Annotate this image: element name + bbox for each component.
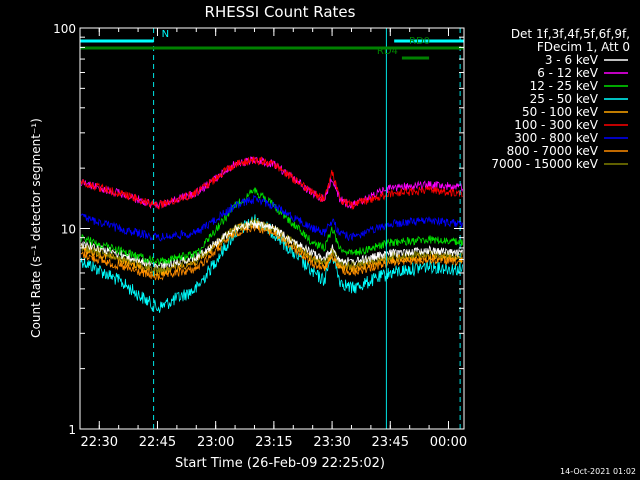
plot-area — [80, 156, 463, 313]
x-tick-label: 00:00 — [430, 435, 467, 450]
x-tick-label: 22:30 — [81, 435, 118, 450]
y-tick-label: 10 — [61, 223, 76, 237]
state-bar-label-rd4: RD4 — [377, 46, 398, 57]
x-tick-label: 23:00 — [197, 435, 234, 450]
state-bar-label-rd0: RD0 — [409, 36, 430, 47]
series-line-7 — [80, 194, 463, 242]
legend-label-7: 300 - 800 keV — [514, 131, 598, 145]
legend-label-5: 50 - 100 keV — [522, 105, 599, 119]
legend-header-line2: FDecim 1, Att 0 — [537, 40, 630, 54]
x-tick-label: 23:15 — [255, 435, 292, 450]
legend-label-4: 25 - 50 keV — [530, 92, 599, 106]
legend-label-9: 7000 - 15000 keV — [491, 157, 598, 171]
legend-header-line1: Det 1f,3f,4f,5f,6f,9f, — [511, 27, 630, 41]
legend-label-6: 100 - 300 keV — [514, 118, 598, 132]
footer-date: 14-Oct-2021 01:02 — [560, 467, 636, 476]
chart-title: RHESSI Count Rates — [205, 3, 356, 21]
y-tick-label: 100 — [53, 22, 76, 36]
x-tick-label: 23:30 — [313, 435, 350, 450]
legend-label-2: 6 - 12 keV — [537, 66, 599, 80]
state-bar-label-n: N — [162, 29, 169, 40]
x-axis-label: Start Time (26-Feb-09 22:25:02) — [175, 456, 385, 471]
series-line-1 — [80, 220, 463, 269]
x-tick-label: 22:45 — [139, 435, 176, 450]
legend-label-8: 800 - 7000 keV — [507, 144, 599, 158]
y-axis: 1 10 100 — [53, 22, 464, 437]
legend: Det 1f,3f,4f,5f,6f,9f, FDecim 1, Att 0 3… — [491, 27, 630, 171]
legend-label-1: 3 - 6 keV — [545, 53, 599, 67]
state-bars: N RD0 RD4 — [80, 29, 464, 60]
series-line-3 — [80, 186, 463, 266]
series-line-6 — [80, 156, 463, 210]
y-tick-label: 1 — [68, 423, 76, 437]
legend-label-3: 12 - 25 keV — [530, 79, 599, 93]
series-line-4 — [80, 214, 463, 313]
x-tick-label: 23:45 — [372, 435, 409, 450]
y-axis-label: Count Rate (s⁻¹ detector segment⁻¹) — [29, 118, 43, 338]
x-axis: 22:30 22:45 23:00 23:15 23:30 23:45 00:00 — [81, 28, 467, 450]
